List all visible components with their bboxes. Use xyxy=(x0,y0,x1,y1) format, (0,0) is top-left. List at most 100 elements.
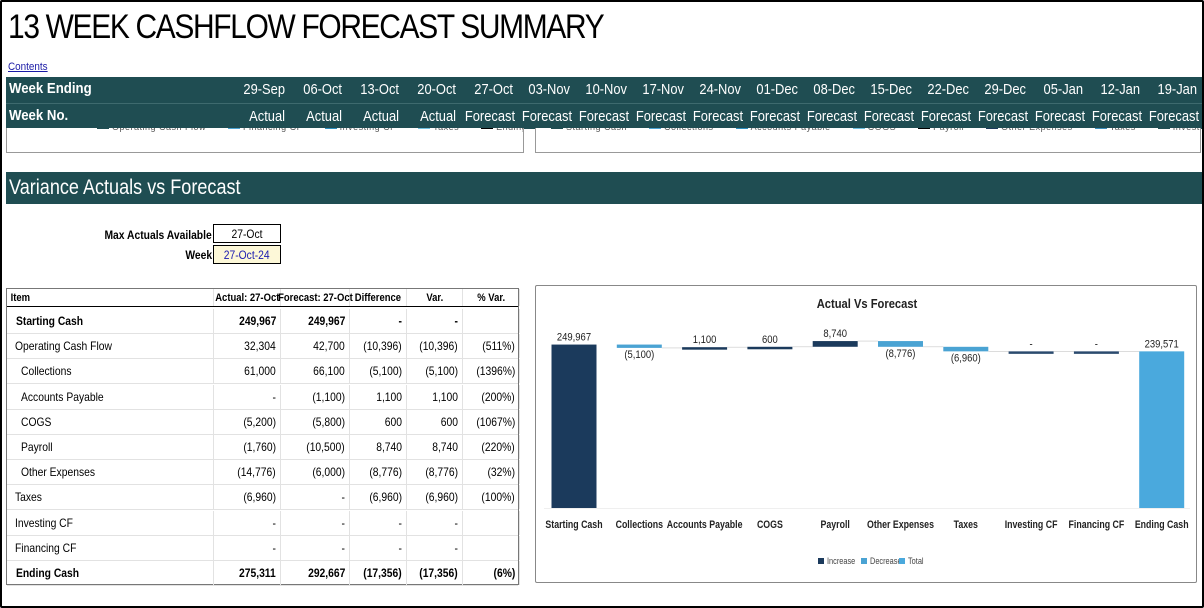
row-value: 249,967 xyxy=(307,314,345,328)
hidden-legend-text: Investing CF xyxy=(340,128,397,132)
table-cell: (6%) xyxy=(463,561,520,585)
hidden-legend-item: Other Expenses xyxy=(986,128,1073,132)
table-cell: - xyxy=(407,309,463,333)
table-cell xyxy=(463,309,520,333)
row-value: (511%) xyxy=(482,339,515,354)
legend-swatch xyxy=(228,128,241,130)
week-type-cell: Forecast xyxy=(1091,108,1143,125)
section-title: Variance Actuals vs Forecast xyxy=(9,176,241,199)
table-cell: COGS xyxy=(7,409,214,434)
table-cell: (6,960) xyxy=(214,485,281,510)
hidden-legend-item: Investing CF xyxy=(324,128,397,132)
table-cell: (6,960) xyxy=(407,485,463,510)
data-label: 8,740 xyxy=(823,328,847,340)
hidden-legend-item: Investing CF xyxy=(1157,128,1200,132)
table-cell: (10,396) xyxy=(407,334,463,359)
table-cell: (511%) xyxy=(463,334,520,359)
row-value: 1,100 xyxy=(432,389,458,404)
row-value: 8,740 xyxy=(432,440,458,454)
row-value: (10,396) xyxy=(419,339,458,354)
table-cell: 32,304 xyxy=(214,334,281,359)
row-value: - xyxy=(272,389,276,404)
table-cell: (14,776) xyxy=(214,460,281,485)
table-cell: 8,740 xyxy=(350,435,407,459)
table-row: Starting Cash 249,967 249,967 - - xyxy=(7,309,520,334)
data-label: (5,100) xyxy=(624,349,654,361)
table-cell xyxy=(463,535,520,560)
max-actuals-value: 27-Oct xyxy=(231,227,263,241)
page-title: 13 WEEK CASHFLOW FORECAST SUMMARY xyxy=(8,8,605,46)
hidden-legend-item: Taxes xyxy=(1094,128,1136,132)
table-header-cell: Item xyxy=(7,289,214,306)
row-value: (1,100) xyxy=(312,389,345,404)
row-value: 66,100 xyxy=(313,364,345,379)
row-value: (5,800) xyxy=(312,414,345,429)
table-row: Collections 61,000 66,100 (5,100) (5,100) (13… xyxy=(7,359,520,385)
legend-swatch xyxy=(324,128,337,130)
data-label: - xyxy=(1030,339,1033,351)
waterfall-bar xyxy=(616,344,662,348)
category-label: Starting Cash xyxy=(545,519,602,531)
data-label: (6,960) xyxy=(951,353,981,365)
row-value: 8,740 xyxy=(376,440,402,454)
table-cell: (1067%) xyxy=(463,409,520,434)
legend-swatch xyxy=(97,128,109,130)
row-value: 600 xyxy=(440,414,458,429)
week-type-cell: Forecast xyxy=(920,108,972,125)
table-cell: Investing CF xyxy=(7,510,214,535)
table-cell: 1,100 xyxy=(407,384,463,409)
week-value: 27-Oct-24 xyxy=(224,248,270,262)
contents-link[interactable]: Contents xyxy=(8,61,48,73)
legend-label: Increase xyxy=(827,556,856,566)
data-label: 1,100 xyxy=(693,335,717,347)
table-cell: 275,311 xyxy=(214,561,281,585)
week-type-cell: Actual xyxy=(363,108,399,125)
week-type-cell: Forecast xyxy=(977,108,1029,125)
hidden-legend-item: Taxes xyxy=(418,128,459,132)
week-type-cell: Actual xyxy=(420,108,456,125)
row-value: (10,500) xyxy=(306,440,345,454)
table-cell: (1,100) xyxy=(281,384,350,409)
table-cell: 292,667 xyxy=(281,561,350,585)
week-select-cell[interactable]: 27-Oct-24 xyxy=(213,245,281,264)
table-cell: 249,967 xyxy=(214,309,281,333)
max-actuals-cell[interactable]: 27-Oct xyxy=(213,224,281,243)
table-header-cell: Var. xyxy=(407,289,463,306)
table-cell: (10,500) xyxy=(281,435,350,459)
row-value: - xyxy=(341,540,345,555)
chart-title: Actual Vs Forecast xyxy=(817,296,918,311)
table-cell: (5,100) xyxy=(407,359,463,384)
category-label: Collections xyxy=(616,519,664,531)
table-cell: 600 xyxy=(407,409,463,434)
week-ending-cell: 01-Dec xyxy=(756,81,798,98)
week-ending-cell: 13-Oct xyxy=(360,81,399,98)
table-cell: Payroll xyxy=(7,435,214,459)
data-label: 600 xyxy=(762,334,778,346)
table-cell: (8,776) xyxy=(407,460,463,485)
table-cell: Other Expenses xyxy=(7,460,214,485)
table-cell: (8,776) xyxy=(350,460,407,485)
week-type-cell: Forecast xyxy=(1148,108,1200,125)
table-cell: - xyxy=(281,535,350,560)
week-type-cell: Forecast xyxy=(464,108,516,125)
table-row: Ending Cash 275,311 292,667 (17,356) (17,356… xyxy=(7,561,520,586)
week-ending-cell: 29-Dec xyxy=(984,81,1026,98)
hidden-legend-text: Collections xyxy=(664,128,714,132)
legend-swatch xyxy=(1157,128,1170,130)
table-cell: Financing CF xyxy=(7,535,214,560)
row-value: (17,356) xyxy=(363,566,402,580)
week-ending-cell: 27-Oct xyxy=(474,81,513,98)
week-ending-cell: 06-Oct xyxy=(303,81,342,98)
waterfall-bar xyxy=(1008,351,1054,354)
table-cell: (220%) xyxy=(463,435,520,459)
row-value: 292,667 xyxy=(307,566,345,580)
row-value: 61,000 xyxy=(244,364,276,379)
hidden-legend-text: Investing CF xyxy=(1173,128,1200,132)
category-label: Financing CF xyxy=(1069,519,1125,531)
table-cell: (6,960) xyxy=(350,485,407,510)
table-cell: - xyxy=(281,485,350,510)
table-row: Accounts Payable - (1,100) 1,100 1,100 (200%) xyxy=(7,384,520,410)
legend-swatch xyxy=(852,128,865,130)
legend-swatch xyxy=(735,128,748,130)
week-ending-cell: 12-Jan xyxy=(1100,81,1140,98)
